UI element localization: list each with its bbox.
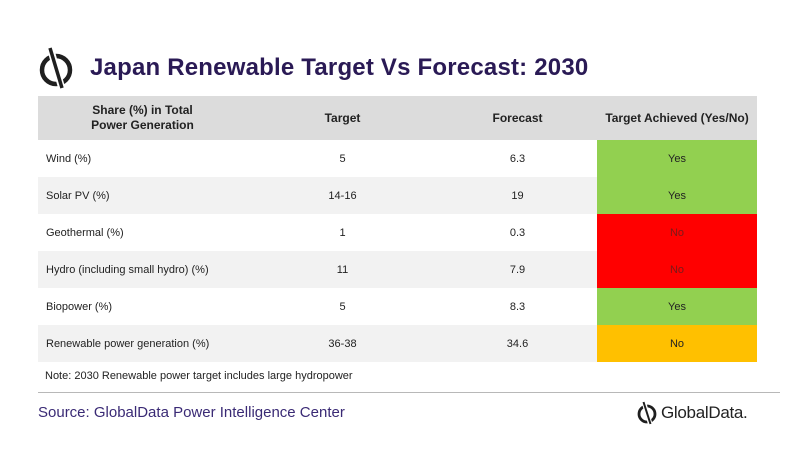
source-citation: Source: GlobalData Power Intelligence Ce… xyxy=(38,404,345,421)
row-label: Solar PV (%) xyxy=(38,177,247,214)
table-header-row: Share (%) in Total Power Generation Targ… xyxy=(38,96,757,140)
row-achieved-status: Yes xyxy=(597,288,757,325)
table-row: Biopower (%) 5 8.3 Yes xyxy=(38,288,757,325)
row-forecast: 6.3 xyxy=(509,152,526,165)
brand-logo: GlobalData. xyxy=(636,400,748,426)
column-header-forecast: Forecast xyxy=(438,96,597,140)
column-header-target: Target xyxy=(247,96,438,140)
row-target: 1 xyxy=(339,226,346,239)
footer-divider xyxy=(38,392,780,393)
title-row: Japan Renewable Target Vs Forecast: 2030 xyxy=(36,40,588,96)
row-achieved-status: No xyxy=(597,251,757,288)
page-title: Japan Renewable Target Vs Forecast: 2030 xyxy=(90,54,589,81)
brand-name: GlobalData. xyxy=(661,403,748,422)
row-label: Geothermal (%) xyxy=(46,226,124,239)
table-row: Renewable power generation (%) 36-38 34.… xyxy=(38,325,757,362)
row-forecast: 8.3 xyxy=(509,300,526,313)
row-target: 36-38 xyxy=(247,325,438,362)
renewable-target-table: Share (%) in Total Power Generation Targ… xyxy=(38,96,757,362)
row-label: Biopower (%) xyxy=(46,300,113,313)
row-forecast: 19 xyxy=(438,177,597,214)
row-target: 5 xyxy=(339,300,346,313)
table-note: Note: 2030 Renewable power target includ… xyxy=(45,370,353,382)
row-target: 11 xyxy=(247,251,438,288)
globaldata-brand-icon xyxy=(636,400,658,426)
table-row: Hydro (including small hydro) (%) 11 7.9… xyxy=(38,251,757,288)
row-achieved-status: Yes xyxy=(597,140,757,177)
row-achieved-status: No xyxy=(597,214,757,251)
row-label: Hydro (including small hydro) (%) xyxy=(38,251,247,288)
row-target: 14-16 xyxy=(247,177,438,214)
row-label: Renewable power generation (%) xyxy=(38,325,247,362)
row-forecast: 34.6 xyxy=(438,325,597,362)
row-achieved-status: Yes xyxy=(597,177,757,214)
row-achieved-status: No xyxy=(597,325,757,362)
column-header-share: Share (%) in Total Power Generation xyxy=(38,96,247,140)
table-row: Wind (%) 5 6.3 Yes xyxy=(38,140,757,177)
column-header-achieved: Target Achieved (Yes/No) xyxy=(597,96,757,140)
row-label: Wind (%) xyxy=(46,152,92,165)
row-forecast: 7.9 xyxy=(438,251,597,288)
table-row: Solar PV (%) 14-16 19 Yes xyxy=(38,177,757,214)
globaldata-logo-icon xyxy=(36,44,76,92)
row-target: 5 xyxy=(339,152,346,165)
row-forecast: 0.3 xyxy=(509,226,526,239)
table-row: Geothermal (%) 1 0.3 No xyxy=(38,214,757,251)
